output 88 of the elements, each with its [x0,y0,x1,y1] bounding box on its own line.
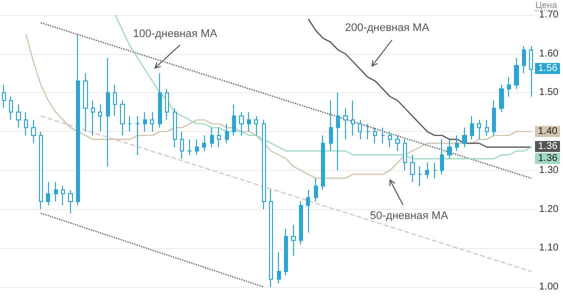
candlestick [54,182,58,202]
candlestick [150,112,154,132]
candlestick [39,131,43,210]
candlestick [113,84,117,117]
candlestick [120,100,125,136]
candlestick [158,72,162,128]
text: 1.40 [535,126,560,137]
candlestick [128,116,132,132]
text: 1.56 [535,63,560,74]
line-series [114,14,532,160]
candlestick [522,46,526,74]
candlestick [499,84,504,113]
candlestick [529,46,533,98]
text: 1.36 [535,153,560,164]
candlestick [24,112,28,136]
candlestick [262,119,266,210]
candlestick [210,127,214,148]
annotation: 200-дневная MA [345,22,430,34]
candlestick [239,112,244,136]
candlestick [61,185,65,206]
candlestick [418,166,422,186]
candlestick [269,189,273,288]
y-tick-label: 1.20 [539,204,559,215]
candlestick [306,189,310,234]
candlestick [2,84,6,109]
y-tick-label: 1.60 [539,48,559,60]
candlestick [291,224,296,256]
candlestick [180,131,184,160]
y-tick-label: 1.00 [539,282,559,292]
candlestick [395,134,400,152]
candlestick [410,154,415,183]
candlestick [106,57,110,168]
candlestick [83,72,88,132]
candlestick [46,182,50,206]
y-tick-label: 1.50 [539,87,559,98]
candlestick [447,138,452,160]
candlestick [98,104,102,132]
candlestick [492,100,496,136]
candlestick [433,162,437,179]
candlestick [143,112,147,132]
candlestick [225,123,229,144]
text: 1.36 [535,141,560,152]
candlestick [277,252,281,284]
candlestick [477,119,481,140]
candlestick [351,100,355,136]
candlestick [343,108,348,140]
candlestick [31,119,36,144]
y-tick-label: 1.10 [539,242,559,254]
candlestick [514,57,519,90]
candlestick [91,100,95,136]
candlestick [366,123,370,140]
candlestick [195,138,199,156]
candlestick [76,34,80,206]
candlestick [507,76,511,98]
candlestick [254,116,258,136]
line-series [308,18,532,148]
candlestick [485,119,489,136]
candlestick [217,127,221,148]
candlestick [187,138,192,156]
candlestick [336,92,340,171]
candlestick [232,104,236,136]
candlestick [16,104,21,128]
candlestick [440,138,444,175]
candlestick [202,134,206,152]
candlestick [321,134,325,190]
candlestick [284,228,288,276]
candlestick [462,127,467,148]
candlestick [68,189,73,214]
y-tick-label: 1.30 [539,164,559,176]
candlestick [314,178,318,202]
candlestick [425,162,429,179]
candlestick [9,96,13,120]
annotation: 50-дневная MA [370,210,448,222]
candlestick [373,127,377,144]
candlestick [165,88,169,120]
candlestick [247,112,251,132]
candlestick [358,119,362,140]
candlestick [299,201,303,245]
candlestick [403,138,407,171]
y-axis-title: Цена [535,0,557,11]
candlestick [329,100,333,152]
candlestick [381,127,385,144]
candlestick [135,116,140,156]
candlestick [470,116,474,140]
candlestick [388,131,392,148]
candlestick [173,108,177,148]
annotation: 100-дневная MA [133,28,218,40]
candlestick [455,134,459,152]
